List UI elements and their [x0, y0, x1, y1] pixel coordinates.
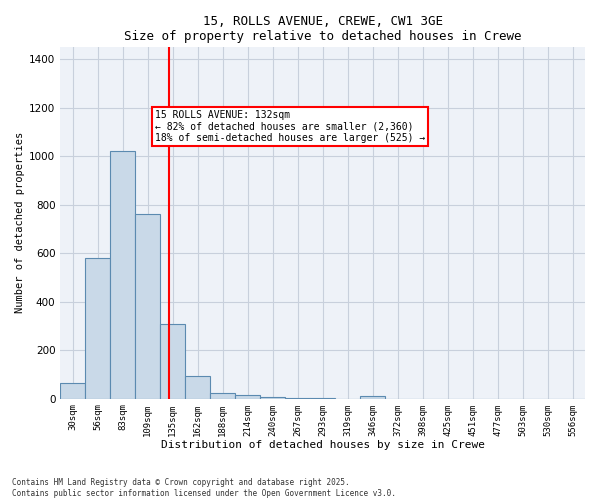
Bar — [85, 258, 110, 398]
Y-axis label: Number of detached properties: Number of detached properties — [15, 132, 25, 314]
Bar — [185, 376, 210, 398]
Bar — [160, 324, 185, 398]
Title: 15, ROLLS AVENUE, CREWE, CW1 3GE
Size of property relative to detached houses in: 15, ROLLS AVENUE, CREWE, CW1 3GE Size of… — [124, 15, 521, 43]
Bar — [210, 392, 235, 398]
X-axis label: Distribution of detached houses by size in Crewe: Distribution of detached houses by size … — [161, 440, 485, 450]
Bar — [235, 395, 260, 398]
Bar — [110, 152, 135, 398]
Bar — [60, 383, 85, 398]
Bar — [260, 397, 285, 398]
Text: Contains HM Land Registry data © Crown copyright and database right 2025.
Contai: Contains HM Land Registry data © Crown c… — [12, 478, 396, 498]
Bar — [360, 396, 385, 398]
Bar — [135, 214, 160, 398]
Text: 15 ROLLS AVENUE: 132sqm
← 82% of detached houses are smaller (2,360)
18% of semi: 15 ROLLS AVENUE: 132sqm ← 82% of detache… — [155, 110, 425, 144]
